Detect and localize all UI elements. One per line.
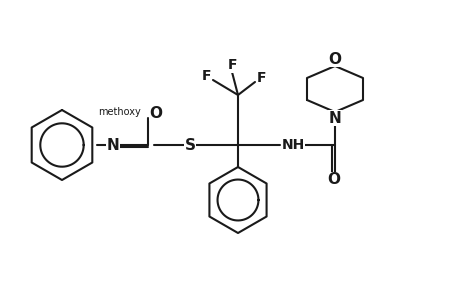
Text: F: F (202, 69, 211, 83)
Text: O: O (328, 52, 341, 67)
Text: N: N (328, 110, 341, 125)
Text: NH: NH (281, 138, 304, 152)
Text: S: S (184, 137, 195, 152)
Text: O: O (149, 106, 162, 121)
Text: methoxy: methoxy (98, 107, 141, 117)
Text: N: N (106, 137, 119, 152)
Text: O: O (327, 172, 340, 188)
Text: F: F (228, 58, 237, 72)
Text: F: F (257, 71, 266, 85)
